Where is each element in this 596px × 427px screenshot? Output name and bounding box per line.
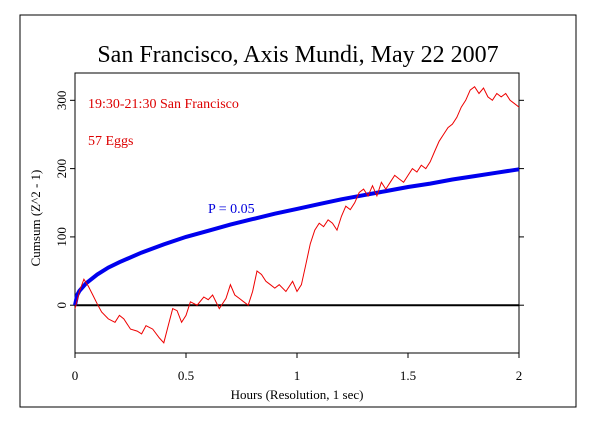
y-tick-label: 100 xyxy=(54,227,69,247)
y-tick-label: 0 xyxy=(54,302,69,309)
y-axis-label: Cumsum (Z^2 - 1) xyxy=(28,170,43,267)
y-tick-label: 200 xyxy=(54,159,69,179)
x-tick-label: 2 xyxy=(516,368,523,383)
x-tick-label: 1 xyxy=(294,368,301,383)
x-tick-label: 1.5 xyxy=(400,368,416,383)
plot-area: 0 0.5 1 1.5 2 0 100 200 300 xyxy=(54,72,524,383)
annotation-p-value: P = 0.05 xyxy=(208,202,255,217)
x-tick-label: 0.5 xyxy=(178,368,194,383)
annotation-egg-count: 57 Eggs xyxy=(88,134,134,149)
y-tick-label: 300 xyxy=(54,91,69,111)
series-line-envelope xyxy=(73,167,520,306)
outer-frame xyxy=(19,14,577,408)
y-axis: 0 100 200 300 xyxy=(54,91,524,309)
x-axis-label: Hours (Resolution, 1 sec) xyxy=(231,387,364,402)
x-tick-label: 0 xyxy=(72,368,79,383)
series-line-cumsum xyxy=(74,85,520,344)
x-axis: 0 0.5 1 1.5 2 xyxy=(72,353,523,383)
annotation-time-range: 19:30-21:30 San Francisco xyxy=(88,97,239,112)
chart-title: San Francisco, Axis Mundi, May 22 2007 xyxy=(97,42,498,68)
